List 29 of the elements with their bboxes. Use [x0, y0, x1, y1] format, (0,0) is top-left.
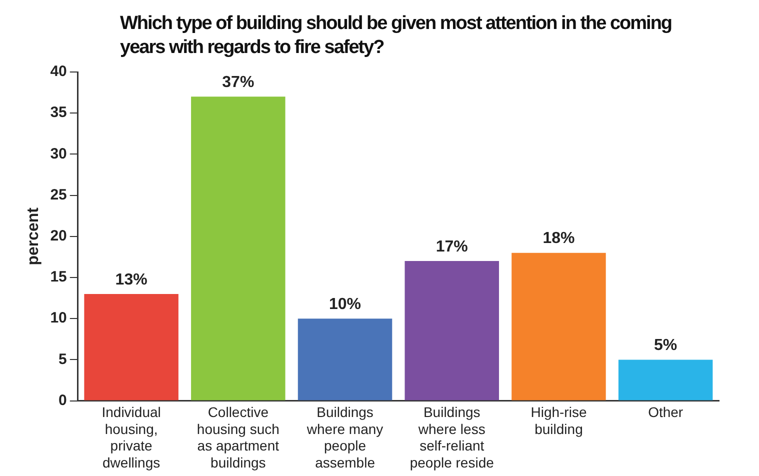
y-tick-label: 30 — [50, 145, 67, 162]
y-tick-label: 0 — [58, 392, 67, 409]
bar — [512, 252, 606, 400]
bar — [618, 360, 713, 400]
data-label: 13% — [115, 271, 148, 288]
bar — [84, 294, 178, 400]
y-tick-label: 10 — [50, 310, 67, 327]
data-label: 17% — [436, 238, 468, 256]
y-tick-label: 5 — [58, 350, 67, 368]
y-tick-label: 15 — [50, 268, 67, 286]
bar — [404, 261, 499, 400]
data-label: 18% — [542, 230, 575, 248]
y-tick-label: 20 — [50, 228, 67, 245]
x-tick-label: Buildings where less self-reliant people reside — [410, 404, 494, 470]
x-tick-label: High-rise building — [530, 404, 587, 437]
bar — [298, 318, 392, 400]
x-tick-label: Other — [648, 404, 684, 420]
data-label: 37% — [222, 74, 254, 92]
x-tick-label: Buildings where many people assemble — [306, 404, 384, 470]
data-label: 5% — [654, 337, 678, 354]
y-tick-label: 40 — [50, 63, 67, 80]
x-tick-label: Individual housing, private dwellings — [102, 404, 161, 470]
data-label: 10% — [329, 296, 362, 314]
y-tick-label: 25 — [50, 186, 67, 204]
x-tick-label: Collective housing such as apartment buildings — [196, 404, 280, 470]
bar — [191, 96, 286, 400]
y-axis-title: percent — [25, 206, 42, 266]
chart-title: Which type of building should be given most attention in the coming years with regards to fire safety? — [120, 12, 673, 60]
y-tick-label: 35 — [50, 104, 67, 122]
